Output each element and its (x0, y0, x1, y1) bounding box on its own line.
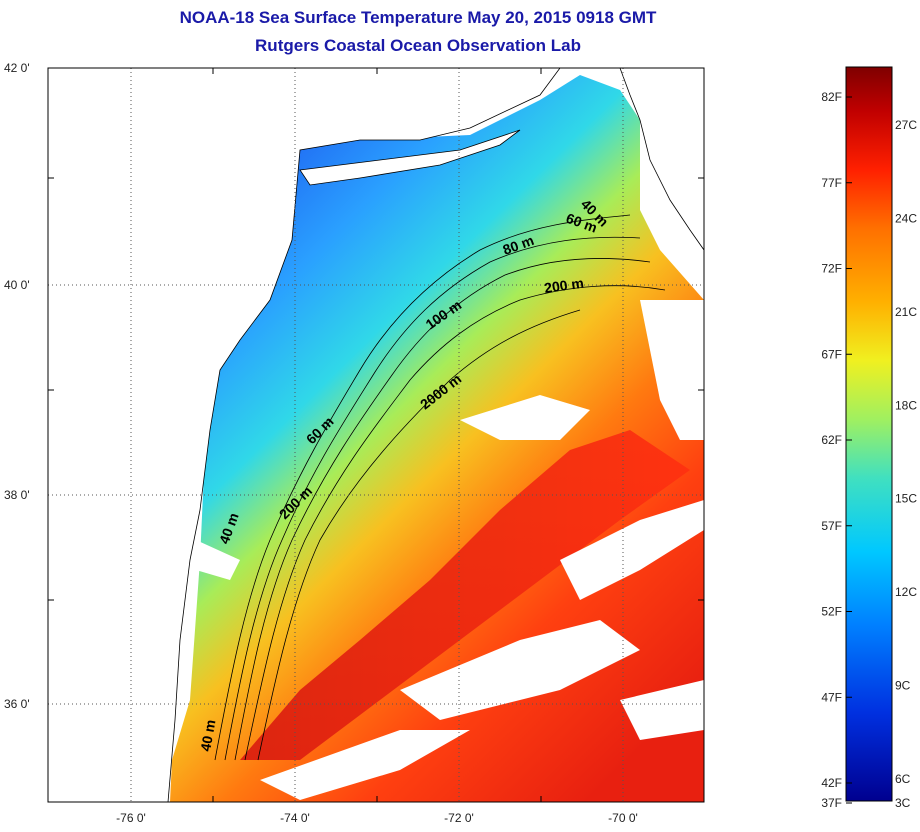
cloud-mask (400, 620, 640, 720)
colorbar-f-label: 37F (821, 796, 842, 810)
cloud-mask (620, 680, 704, 740)
plot-frame (47, 67, 705, 803)
coastline (48, 68, 561, 802)
long-island (299, 129, 521, 186)
colorbar-c-label: 27C (895, 118, 917, 132)
contour-label: 40 m (197, 718, 218, 752)
colorbar-c-label: 6C (895, 772, 911, 786)
lat-tick-label: 42 0' (4, 61, 30, 75)
lon-tick-label: -76 0' (116, 811, 146, 825)
colorbar-f-label: 82F (821, 90, 842, 104)
depth-contours (214, 214, 666, 761)
colorbar-f-label: 42F (821, 776, 842, 790)
sst-field (48, 68, 704, 802)
colorbar-c-label: 24C (895, 211, 917, 225)
colorbar-f-label: 52F (821, 605, 842, 619)
cloud-mask (460, 395, 590, 440)
colorbar-f-label: 72F (821, 262, 842, 276)
contour-line (224, 236, 641, 761)
map-subtitle: Rutgers Coastal Ocean Observation Lab (255, 36, 581, 55)
colorbar-c-label: 12C (895, 585, 917, 599)
lon-tick-label: -70 0' (608, 811, 638, 825)
axis-ticks (48, 68, 704, 802)
colorbar (845, 66, 893, 802)
contour-line (234, 258, 651, 761)
gulf-stream (240, 430, 690, 760)
cloud-mask (260, 730, 470, 800)
cloud-mask (196, 540, 240, 580)
colorbar-fahrenheit-labels: 82F 77F 72F 67F 62F 57F 52F 47F 42F 37F (821, 90, 852, 810)
colorbar-f-label: 77F (821, 176, 842, 190)
sst-swath (170, 75, 704, 802)
contour-line (257, 309, 581, 761)
contour-label: 200 m (543, 275, 585, 296)
colorbar-celsius-labels: 27C 24C 21C 18C 15C 12C 9C 6C 3C (895, 118, 917, 810)
colorbar-c-label: 18C (895, 398, 917, 412)
lat-tick-label: 36 0' (4, 697, 30, 711)
colorbar-c-label: 3C (895, 796, 911, 810)
lon-tick-label: -72 0' (444, 811, 474, 825)
cloud-mask (560, 500, 704, 600)
colorbar-f-label: 57F (821, 519, 842, 533)
graticule (48, 68, 704, 802)
colorbar-f-label: 47F (821, 690, 842, 704)
colorbar-c-label: 15C (895, 492, 917, 506)
cape-cod (619, 68, 704, 251)
contour-line (244, 285, 666, 761)
map-title: NOAA-18 Sea Surface Temperature May 20, … (179, 8, 657, 27)
colorbar-c-label: 21C (895, 305, 917, 319)
cloud-mask (640, 300, 704, 440)
contour-line (214, 214, 631, 761)
colorbar-f-label: 67F (821, 347, 842, 361)
lat-tick-label: 40 0' (4, 278, 30, 292)
colorbar-f-label: 62F (821, 433, 842, 447)
lon-tick-label: -74 0' (280, 811, 310, 825)
lat-tick-label: 38 0' (4, 488, 30, 502)
colorbar-c-label: 9C (895, 679, 911, 693)
